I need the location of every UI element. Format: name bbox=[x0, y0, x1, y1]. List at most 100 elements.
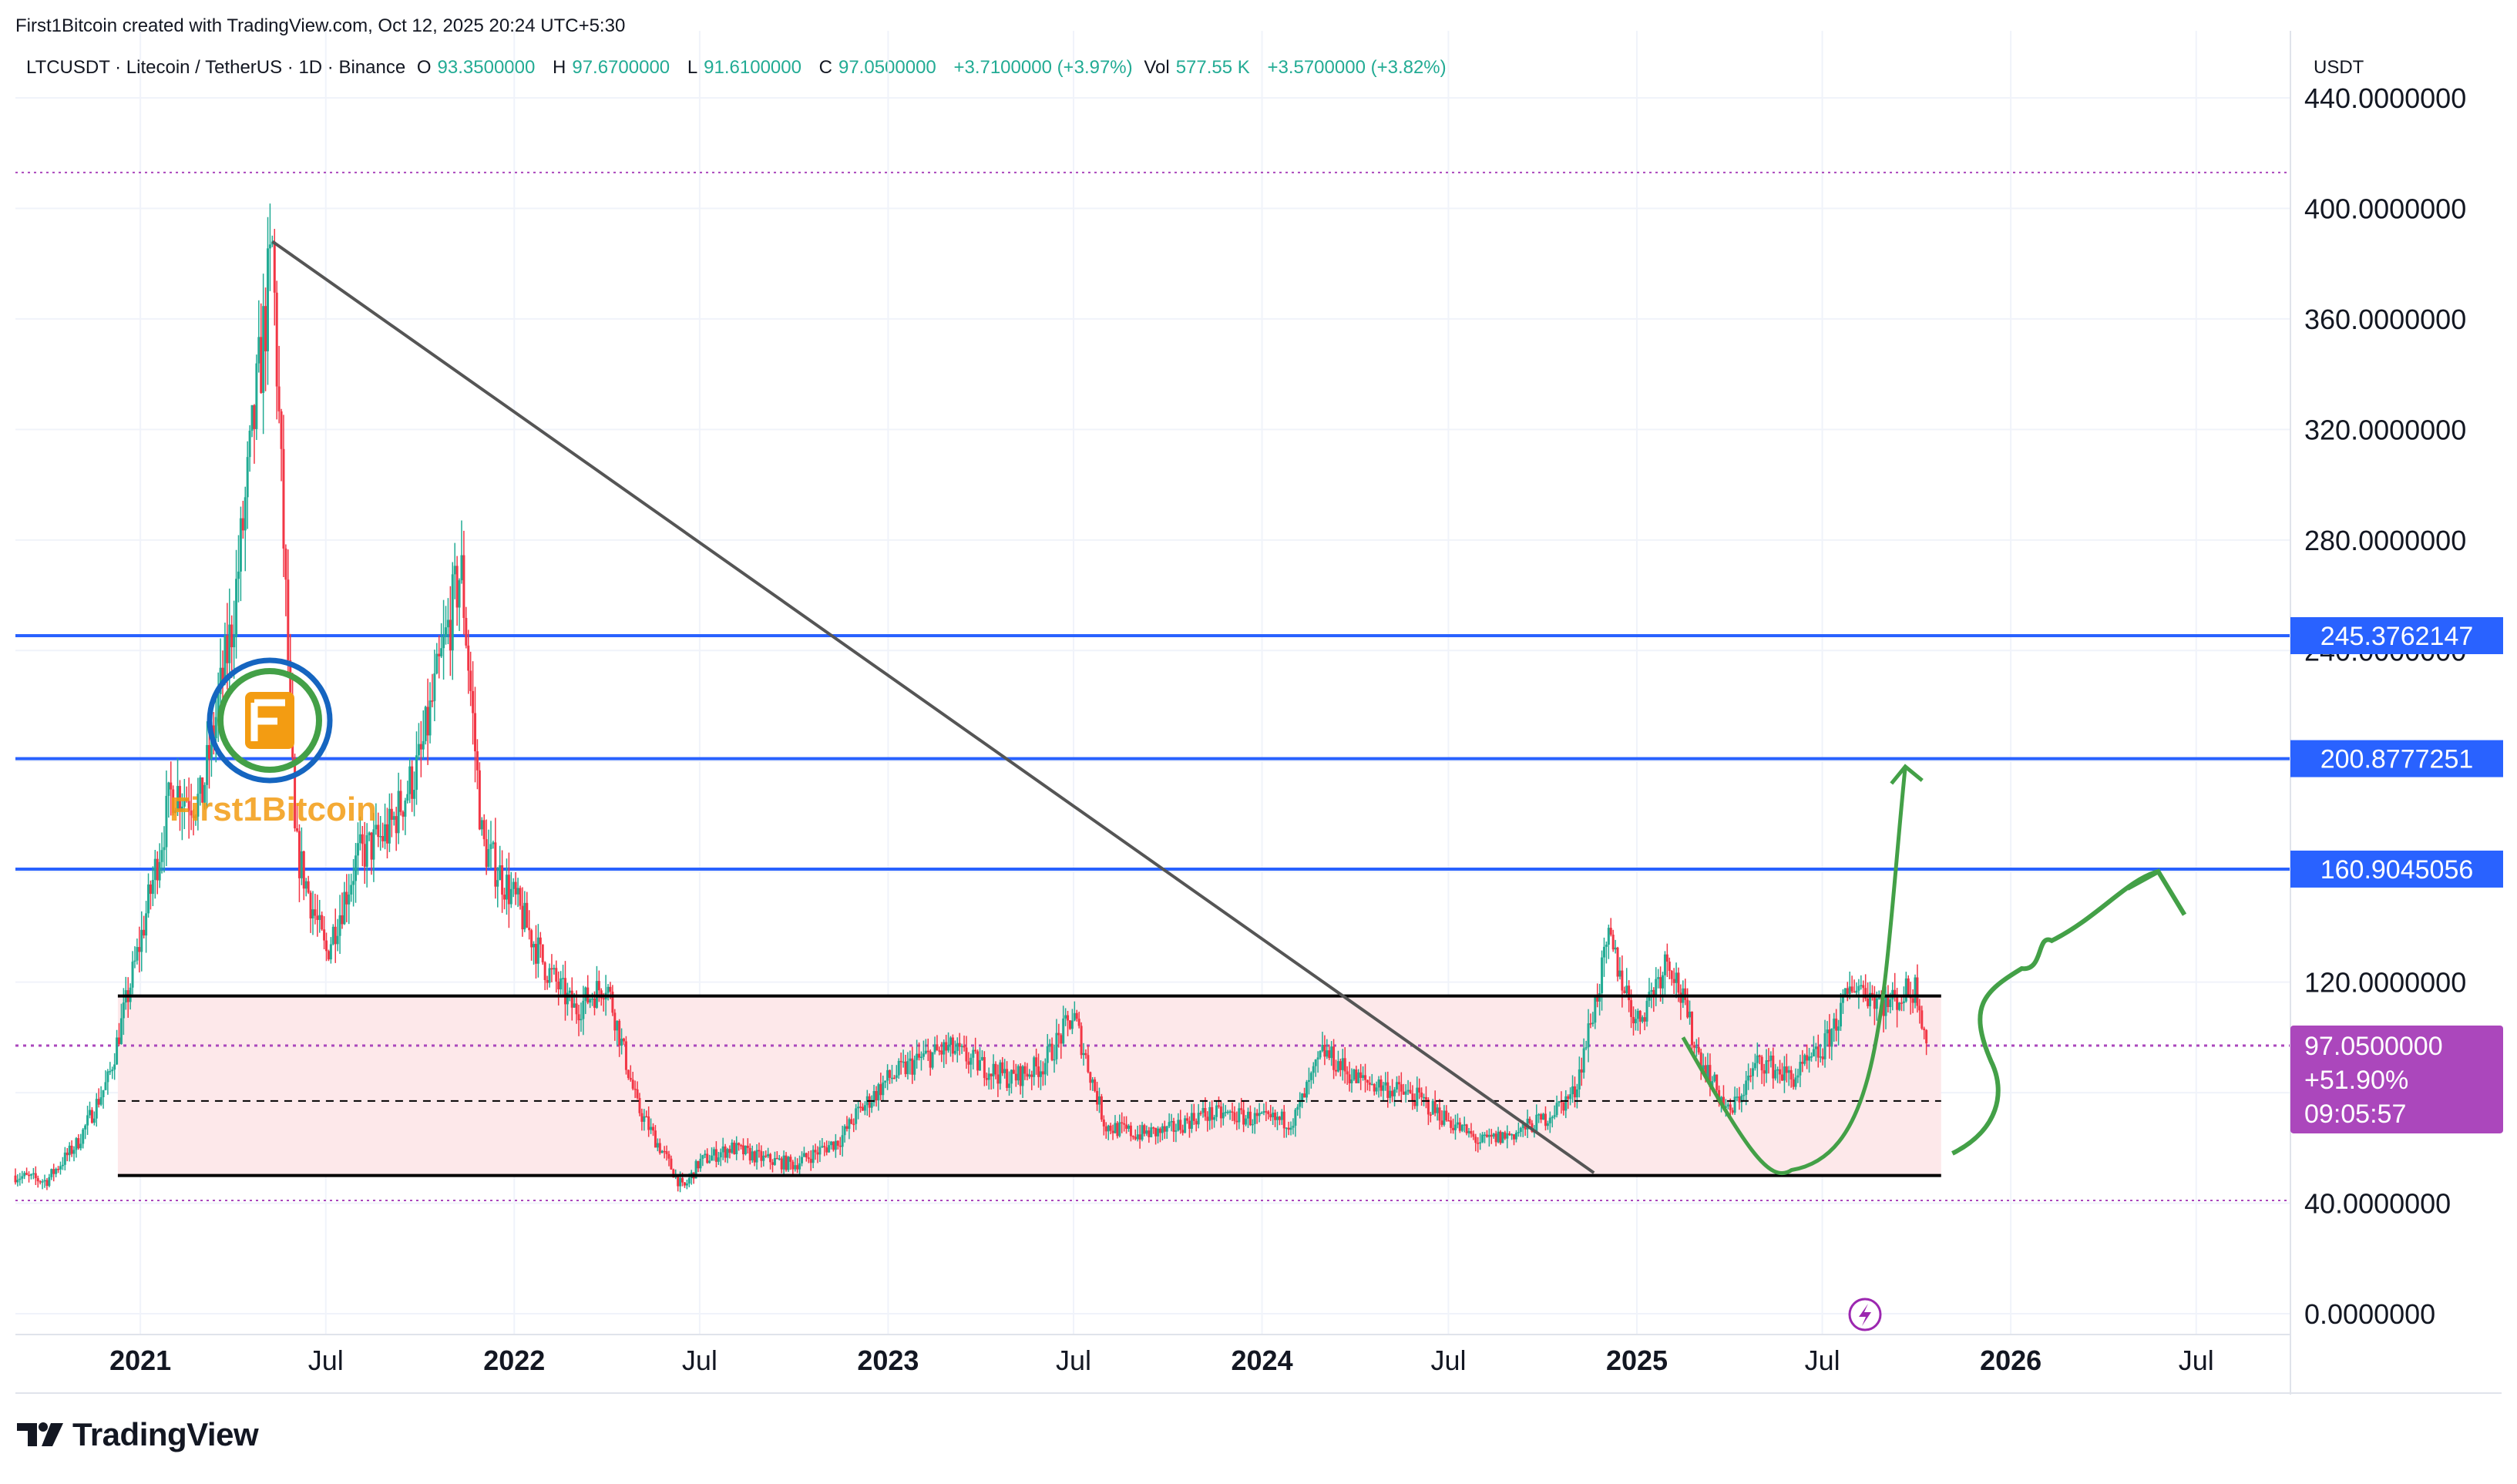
candle-body bbox=[1490, 1134, 1493, 1137]
candle-body bbox=[1573, 1086, 1576, 1098]
candle-body bbox=[1492, 1133, 1495, 1137]
price-tick-2: 360.0000000 bbox=[2304, 304, 2466, 335]
candle-body bbox=[570, 990, 573, 1008]
candle-body bbox=[482, 820, 486, 840]
symbol-title[interactable]: LTCUSDT · Litecoin / TetherUS · 1D · Bin… bbox=[26, 57, 406, 78]
candle-body bbox=[1411, 1093, 1414, 1101]
candle-body bbox=[1192, 1113, 1195, 1121]
candle-body bbox=[1614, 947, 1617, 950]
candle-body bbox=[681, 1177, 684, 1183]
candle-body bbox=[503, 895, 506, 900]
candle-body bbox=[97, 1099, 100, 1105]
candle-body bbox=[50, 1169, 53, 1177]
candle-body bbox=[1652, 989, 1655, 996]
candle-body bbox=[577, 1014, 580, 1021]
candle-body bbox=[1575, 1089, 1578, 1098]
candle-body bbox=[431, 700, 434, 702]
candle-body bbox=[1053, 1059, 1056, 1061]
candle-body bbox=[52, 1169, 55, 1174]
candle-body bbox=[951, 1037, 954, 1054]
projection-arrow[interactable] bbox=[1951, 869, 2159, 1156]
candle-body bbox=[602, 998, 605, 1000]
time-axis[interactable]: 2021 Jul 2022 Jul 2023 Jul 2024 Jul 2025 Jul 2026 J… bbox=[109, 1345, 2214, 1376]
candle-body bbox=[1467, 1130, 1470, 1133]
candle-body bbox=[223, 635, 227, 683]
candle-body bbox=[116, 1037, 119, 1065]
candle-body bbox=[1742, 1094, 1746, 1096]
candle-body bbox=[731, 1142, 734, 1153]
candle-body bbox=[848, 1119, 851, 1130]
candle-body bbox=[1006, 1069, 1009, 1088]
candle-body bbox=[170, 782, 173, 790]
candle-body bbox=[167, 782, 170, 796]
candle-body bbox=[1134, 1137, 1137, 1140]
candle-body bbox=[787, 1157, 790, 1170]
candle-body bbox=[656, 1143, 659, 1148]
candle-body bbox=[307, 881, 310, 893]
candle-body bbox=[1064, 1015, 1067, 1019]
candle-body bbox=[1789, 1069, 1793, 1079]
candle-body bbox=[472, 690, 475, 713]
candle-body bbox=[185, 798, 188, 801]
candle-body bbox=[566, 992, 569, 1005]
candle-body bbox=[841, 1135, 844, 1147]
candle-body bbox=[1368, 1083, 1371, 1085]
candle-body bbox=[180, 806, 183, 811]
range-box[interactable] bbox=[117, 995, 1941, 1176]
candle-body bbox=[1760, 1056, 1763, 1071]
candle-body bbox=[1846, 988, 1849, 994]
candle-body bbox=[1607, 928, 1610, 945]
candle-body bbox=[233, 636, 236, 647]
candle-body bbox=[714, 1149, 717, 1162]
descending-trendline[interactable] bbox=[271, 240, 1595, 1174]
candle-body bbox=[1774, 1069, 1777, 1079]
candle-body bbox=[316, 915, 319, 920]
cup-arrow[interactable] bbox=[1681, 766, 1907, 1176]
candle-body bbox=[1535, 1114, 1538, 1132]
candle-body bbox=[1332, 1046, 1336, 1070]
candle-body bbox=[882, 1082, 885, 1096]
candle-body bbox=[32, 1173, 35, 1175]
currency-unit[interactable]: USDT bbox=[2314, 57, 2364, 78]
candle-body bbox=[1165, 1126, 1168, 1132]
candle-body bbox=[1272, 1113, 1275, 1118]
candle-body bbox=[1736, 1096, 1739, 1098]
candle-body bbox=[828, 1145, 831, 1153]
lightning-icon[interactable] bbox=[1848, 1298, 1882, 1331]
candle-body bbox=[1262, 1111, 1265, 1113]
candle-body bbox=[1245, 1118, 1248, 1125]
candle-body bbox=[663, 1150, 666, 1153]
time-tick-10: 2026 bbox=[1980, 1345, 2041, 1376]
candle-body bbox=[41, 1181, 44, 1183]
candle-body bbox=[726, 1149, 729, 1158]
candle-body bbox=[1463, 1124, 1466, 1126]
candle-body bbox=[1321, 1044, 1324, 1051]
candle-body bbox=[1033, 1057, 1036, 1077]
candle-body bbox=[160, 850, 163, 862]
candle-body bbox=[859, 1106, 862, 1108]
candle-body bbox=[1465, 1124, 1468, 1133]
price-axis[interactable]: 440.0000000 400.0000000 360.0000000 320.000… bbox=[2304, 82, 2466, 1330]
candle-body bbox=[775, 1157, 778, 1160]
candle-body bbox=[1769, 1055, 1773, 1061]
candle-body bbox=[1699, 1052, 1702, 1070]
candle-body bbox=[1075, 1012, 1078, 1019]
candle-body bbox=[1833, 1018, 1836, 1029]
candle-body bbox=[640, 1113, 644, 1122]
candle-body bbox=[1348, 1074, 1351, 1083]
candle-body bbox=[415, 755, 418, 791]
candle-body bbox=[1233, 1112, 1236, 1121]
candle-body bbox=[217, 693, 220, 717]
candle-body bbox=[1875, 998, 1878, 1009]
candle-body bbox=[442, 636, 445, 649]
candle-body bbox=[165, 795, 168, 848]
candle-body bbox=[568, 990, 571, 993]
horizontal-levels[interactable] bbox=[15, 633, 2290, 871]
candle-body bbox=[1470, 1130, 1473, 1134]
candle-body bbox=[1001, 1062, 1004, 1073]
candle-body bbox=[1077, 1019, 1080, 1026]
candle-body bbox=[1548, 1117, 1551, 1123]
tradingview-logo[interactable]: TradingView bbox=[17, 1416, 259, 1453]
candle-body bbox=[913, 1059, 916, 1075]
